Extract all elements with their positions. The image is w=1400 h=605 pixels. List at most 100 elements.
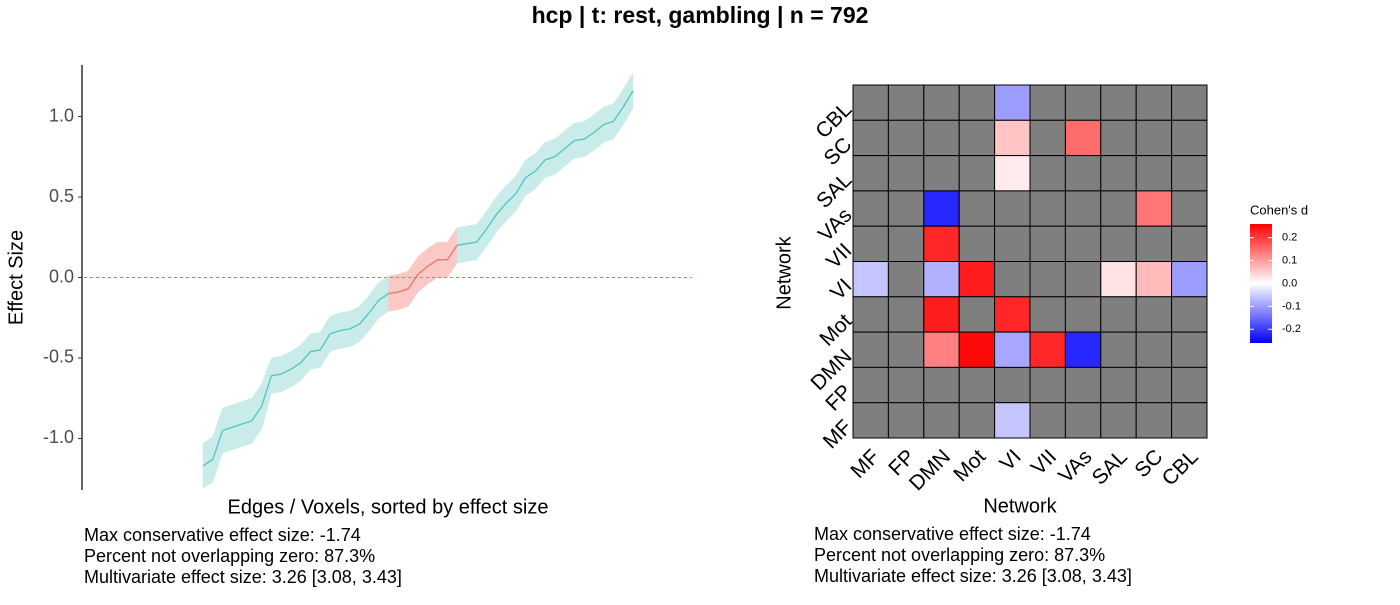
na-cell	[1171, 402, 1208, 439]
effect-line-segment	[349, 323, 360, 330]
heat-cell	[958, 331, 996, 368]
heat-cell	[923, 190, 960, 227]
na-cell	[958, 225, 996, 262]
na-cell	[1135, 402, 1173, 439]
y-tick-label: -0.5	[43, 347, 74, 367]
effect-line-segment	[612, 106, 624, 122]
na-cell	[1100, 296, 1137, 333]
effect-line-segment	[603, 120, 614, 126]
effect-line-segment	[378, 293, 390, 301]
na-cell	[1064, 366, 1102, 404]
na-cell	[1135, 119, 1173, 157]
na-cell	[1100, 190, 1137, 227]
effect-line-segment	[466, 241, 477, 245]
y-tick-label: VI	[826, 274, 856, 304]
na-cell	[1135, 366, 1173, 404]
effect-line-segment	[358, 312, 370, 325]
na-cell	[958, 296, 996, 333]
na-cell	[1171, 225, 1208, 262]
na-cell	[887, 402, 925, 439]
na-cell	[887, 366, 925, 404]
effect-line-segment	[525, 170, 536, 179]
x-tick-label: VAs	[1054, 445, 1096, 487]
na-cell	[923, 119, 960, 157]
na-cell	[852, 296, 889, 333]
annotation: Multivariate effect size: 3.26 [3.08, 3.…	[814, 566, 1132, 586]
na-cell	[1029, 155, 1066, 192]
na-cell	[852, 225, 889, 262]
legend-tick-label: -0.1	[1282, 300, 1301, 312]
na-cell	[923, 402, 960, 439]
na-cell	[1100, 155, 1137, 192]
heat-cell	[923, 225, 960, 262]
na-cell	[958, 84, 996, 121]
na-cell	[852, 190, 889, 227]
na-cell	[1100, 119, 1137, 157]
effect-line-segment	[446, 244, 458, 261]
x-axis-title: Network	[983, 495, 1057, 517]
effect-line-segment	[554, 148, 566, 158]
na-cell	[1064, 296, 1102, 333]
color-bar	[1250, 224, 1272, 343]
na-cell	[887, 190, 925, 227]
na-cell	[1029, 225, 1066, 262]
effect-line-segment	[534, 159, 546, 172]
na-cell	[887, 119, 925, 157]
annotation: Percent not overlapping zero: 87.3%	[814, 545, 1105, 565]
y-tick-label: 1.0	[49, 105, 74, 125]
effect-line-segment	[495, 203, 507, 216]
na-cell	[1100, 84, 1137, 121]
annotation: Multivariate effect size: 3.26 [3.08, 3.…	[84, 567, 402, 587]
heat-cell	[994, 402, 1031, 439]
effect-line-segment	[290, 362, 302, 370]
legend-tick-label: 0.0	[1282, 277, 1297, 289]
na-cell	[1100, 331, 1137, 368]
na-cell	[852, 84, 889, 121]
heat-cell	[923, 331, 960, 368]
na-cell	[923, 84, 960, 121]
na-cell	[1171, 331, 1208, 368]
annotation: Max conservative effect size: -1.74	[814, 524, 1091, 544]
na-cell	[1171, 190, 1208, 227]
na-cell	[958, 190, 996, 227]
heat-cell	[958, 261, 996, 298]
effect-line-segment	[417, 265, 429, 275]
x-tick-label: CBL	[1158, 445, 1203, 490]
x-axis-title: Edges / Voxels, sorted by effect size	[228, 496, 549, 518]
effect-line-segment	[398, 288, 409, 293]
na-cell	[1029, 190, 1066, 227]
na-cell	[1064, 225, 1102, 262]
heat-cell	[923, 296, 960, 333]
na-cell	[958, 402, 996, 439]
na-cell	[1100, 366, 1137, 404]
na-cell	[887, 296, 925, 333]
x-tick-label: SAL	[1088, 445, 1132, 489]
na-cell	[887, 84, 925, 121]
effect-line-segment	[564, 140, 575, 150]
na-cell	[1029, 402, 1066, 439]
na-cell	[923, 155, 960, 192]
effect-line-segment	[300, 351, 311, 364]
na-cell	[887, 331, 925, 368]
effect-line-segment	[407, 273, 419, 290]
heat-cell	[994, 331, 1031, 368]
na-cell	[1135, 155, 1173, 192]
effect-line-segment	[583, 132, 595, 140]
na-cell	[1064, 155, 1102, 192]
effect-line-segment	[427, 259, 438, 267]
na-cell	[852, 119, 889, 157]
effect-line-segment	[310, 349, 321, 353]
effect-line-segment	[280, 368, 292, 375]
y-tick-label: MF	[819, 416, 857, 454]
heat-cell	[1100, 261, 1137, 298]
na-cell	[1171, 366, 1208, 404]
legend-tick-label: -0.2	[1282, 323, 1301, 335]
effect-line-segment	[505, 193, 517, 204]
heat-cell	[1064, 119, 1102, 157]
effect-line-segment	[212, 430, 224, 460]
legend-tick-label: 0.2	[1282, 232, 1297, 244]
y-axis-title: Network	[773, 235, 795, 309]
na-cell	[1064, 261, 1102, 298]
